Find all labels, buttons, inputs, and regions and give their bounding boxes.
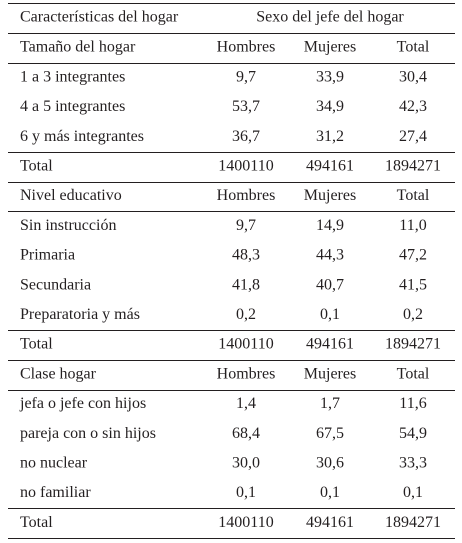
cell: 0,2 bbox=[403, 306, 423, 323]
total-label: Total bbox=[20, 514, 53, 531]
cell: 33,9 bbox=[316, 68, 344, 85]
cell: 68,4 bbox=[232, 425, 260, 442]
cell: 48,3 bbox=[232, 247, 260, 264]
row-label: 1 a 3 integrantes bbox=[20, 68, 125, 85]
cell: 41,8 bbox=[232, 276, 260, 293]
row-label: 6 y más integrantes bbox=[20, 128, 144, 145]
cell: 40,7 bbox=[316, 276, 344, 293]
cell: 1,4 bbox=[236, 395, 256, 412]
total-cell: 494161 bbox=[306, 157, 354, 174]
cell: 41,5 bbox=[399, 276, 427, 293]
column-header: Total bbox=[397, 365, 430, 382]
cell: 33,3 bbox=[399, 454, 427, 471]
row-label: Primaria bbox=[20, 247, 75, 264]
column-header: Mujeres bbox=[304, 39, 356, 56]
column-header: Hombres bbox=[217, 39, 276, 56]
column-header: Hombres bbox=[217, 187, 276, 204]
cell: 44,3 bbox=[316, 247, 344, 264]
total-cell: 1894271 bbox=[385, 336, 441, 353]
row-label: Preparatoria y más bbox=[20, 306, 140, 323]
cell: 0,1 bbox=[320, 306, 340, 323]
cell: 11,0 bbox=[399, 217, 426, 234]
section-title: Nivel educativo bbox=[20, 187, 122, 204]
cell: 0,2 bbox=[236, 306, 256, 323]
cell: 9,7 bbox=[236, 68, 256, 85]
row-label: Secundaria bbox=[20, 276, 91, 293]
total-label: Total bbox=[20, 336, 53, 353]
total-cell: 1400110 bbox=[218, 514, 273, 531]
total-label: Total bbox=[20, 157, 53, 174]
total-cell: 1400110 bbox=[218, 336, 273, 353]
cell: 30,0 bbox=[232, 454, 260, 471]
cell: 27,4 bbox=[399, 128, 427, 145]
column-header: Total bbox=[397, 187, 430, 204]
column-header: Mujeres bbox=[304, 187, 356, 204]
total-cell: 494161 bbox=[306, 514, 354, 531]
cell: 67,5 bbox=[316, 425, 344, 442]
cell: 0,1 bbox=[403, 484, 423, 501]
cell: 1,7 bbox=[320, 395, 340, 412]
row-label: 4 a 5 integrantes bbox=[20, 98, 125, 115]
total-cell: 1894271 bbox=[385, 157, 441, 174]
cell: 31,2 bbox=[316, 128, 344, 145]
cell: 47,2 bbox=[399, 247, 427, 264]
row-label: jefa o jefe con hijos bbox=[19, 395, 146, 412]
row-label: no nuclear bbox=[20, 454, 88, 471]
row-label: pareja con o sin hijos bbox=[20, 425, 156, 442]
section-title: Clase hogar bbox=[20, 365, 97, 382]
total-cell: 1400110 bbox=[218, 157, 273, 174]
group-header: Sexo del jefe del hogar bbox=[256, 9, 404, 26]
total-cell: 494161 bbox=[306, 336, 354, 353]
cell: 54,9 bbox=[399, 425, 427, 442]
column-header: Total bbox=[397, 39, 430, 56]
column-header: Hombres bbox=[217, 365, 276, 382]
section-title: Tamaño del hogar bbox=[20, 39, 136, 56]
column-header: Mujeres bbox=[304, 365, 356, 382]
cell: 42,3 bbox=[399, 98, 427, 115]
cell: 30,4 bbox=[399, 68, 427, 85]
cell: 53,7 bbox=[232, 98, 260, 115]
cell: 30,6 bbox=[316, 454, 344, 471]
cell: 0,1 bbox=[236, 484, 256, 501]
total-cell: 1894271 bbox=[385, 514, 441, 531]
cell: 11,6 bbox=[399, 395, 426, 412]
row-label: no familiar bbox=[20, 484, 91, 501]
cell: 34,9 bbox=[316, 98, 344, 115]
cell: 9,7 bbox=[236, 217, 256, 234]
cell: 14,9 bbox=[316, 217, 344, 234]
cell: 0,1 bbox=[320, 484, 340, 501]
row-label-header: Características del hogar bbox=[20, 9, 179, 26]
cell: 36,7 bbox=[232, 128, 260, 145]
row-label: Sin instrucción bbox=[20, 217, 116, 234]
